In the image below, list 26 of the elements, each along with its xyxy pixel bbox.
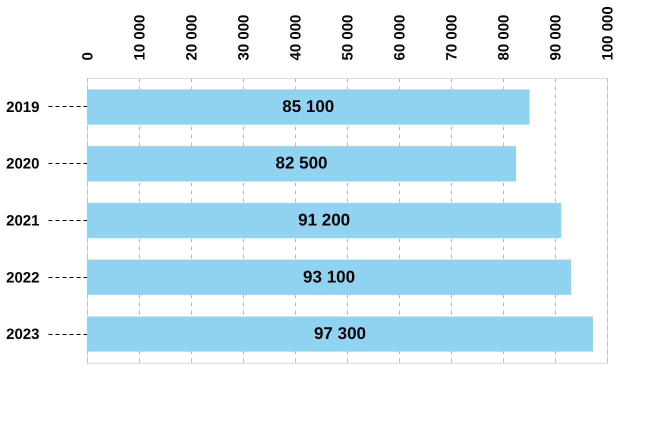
bar: [87, 316, 593, 352]
bar: [87, 260, 572, 295]
bar: [87, 202, 562, 238]
x-tick-label: 40 000: [288, 14, 304, 60]
x-tick-label: 10 000: [132, 14, 148, 60]
data-label: 91 200: [298, 210, 350, 230]
x-tick-label: 90 000: [548, 14, 564, 60]
bar: [87, 146, 516, 182]
x-tick-label: 80 000: [496, 14, 512, 60]
y-tick-label: 2023: [6, 326, 40, 344]
data-label: 82 500: [276, 154, 328, 173]
bar: [87, 89, 530, 125]
y-tick-label: 2020: [6, 156, 40, 173]
x-tick-label: 30 000: [236, 14, 252, 60]
x-tick-label: 20 000: [184, 14, 200, 60]
x-tick-label: 100 000: [600, 6, 616, 60]
data-label: 93 100: [303, 267, 356, 286]
data-label: 97 300: [314, 324, 366, 344]
x-tick-label: 60 000: [392, 14, 408, 60]
data-label: 85 100: [282, 96, 334, 116]
y-tick-label: 2021: [6, 212, 40, 230]
y-tick-label: 2022: [6, 269, 40, 286]
x-tick-label: 70 000: [444, 14, 460, 60]
y-tick-label: 2019: [6, 98, 40, 116]
x-tick-label: 0: [80, 52, 96, 60]
x-tick-label: 50 000: [340, 14, 356, 60]
